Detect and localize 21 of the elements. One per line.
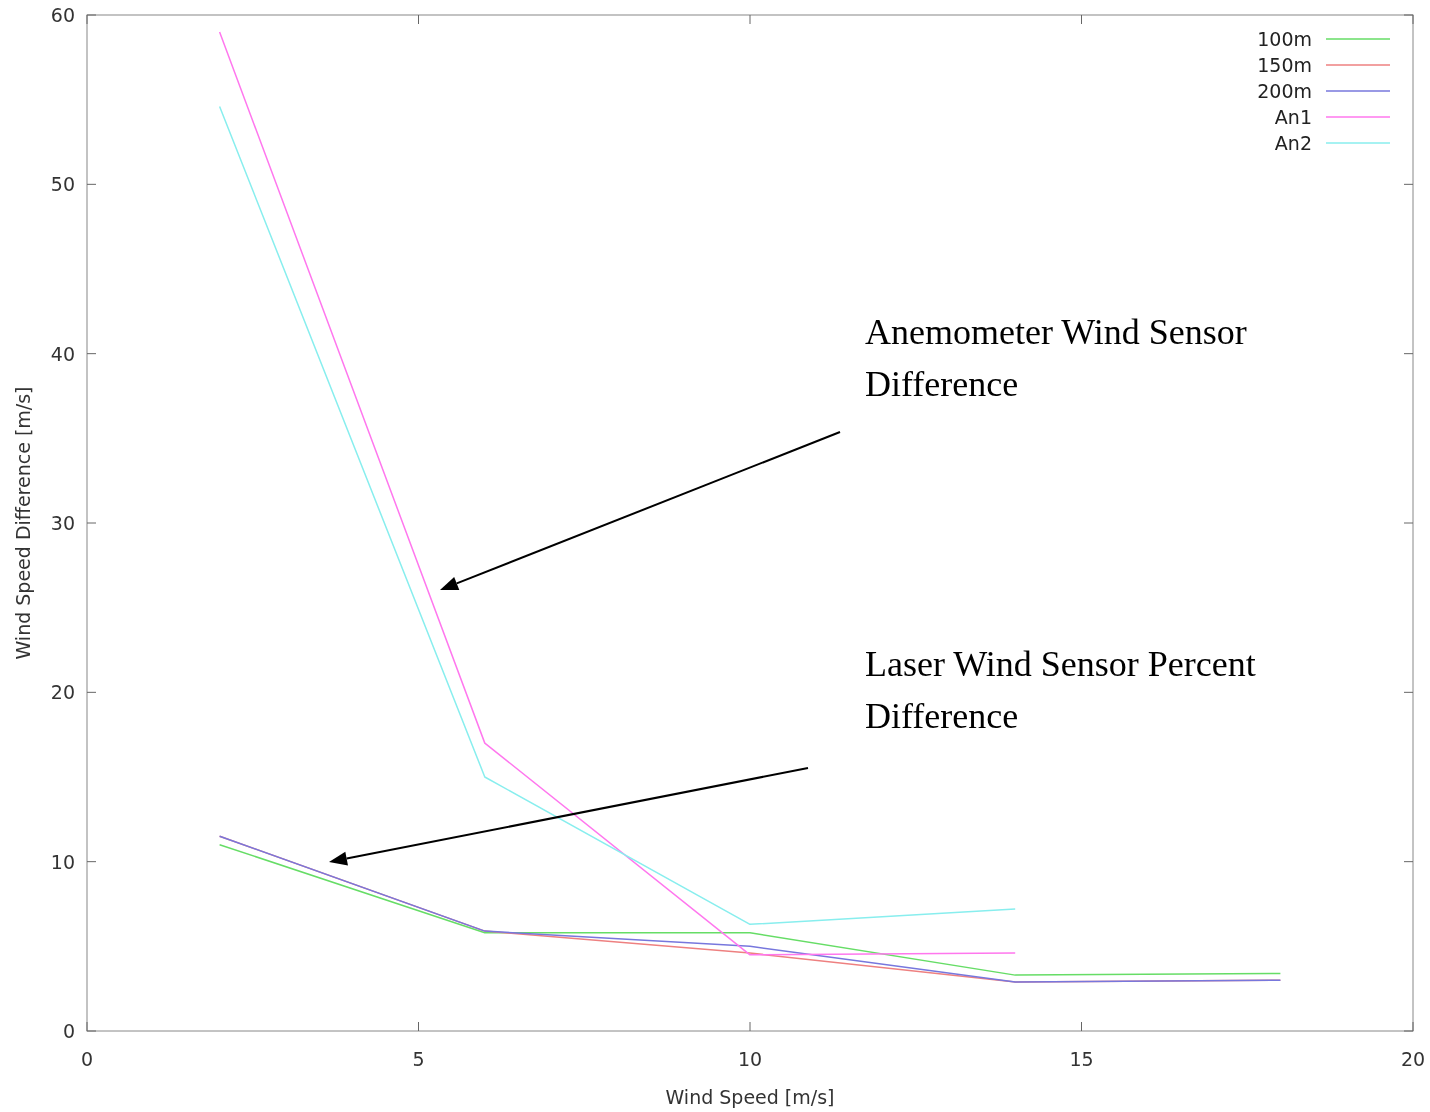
annotation: Laser Wind Sensor Percent Difference: [865, 644, 1256, 736]
x-axis-title: Wind Speed [m/s]: [665, 1086, 835, 1108]
x-tick-label: 10: [737, 1048, 763, 1070]
x-tick-label: 15: [1069, 1048, 1094, 1070]
legend-label: 150m: [1257, 54, 1312, 76]
y-tick-label: 60: [50, 4, 75, 26]
y-tick-label: 50: [50, 173, 75, 196]
y-tick-label: 30: [50, 512, 75, 534]
y-tick-label: 10: [50, 850, 75, 873]
x-tick-label: 0: [80, 1048, 94, 1070]
legend-label: 100m: [1257, 28, 1312, 50]
y-axis-title: Wind Speed Difference [m/s]: [12, 386, 34, 660]
annotation: Anemometer Wind Sensor Difference: [865, 312, 1247, 404]
legend-label: 200m: [1257, 80, 1312, 102]
legend-label: An1: [1274, 106, 1312, 128]
y-tick-label: 0: [62, 1020, 75, 1042]
x-tick-label: 5: [412, 1048, 425, 1070]
legend-label: An2: [1274, 132, 1312, 154]
y-tick-label: 40: [50, 342, 75, 365]
y-tick-label: 20: [50, 681, 75, 704]
x-tick-label: 20: [1400, 1048, 1426, 1070]
